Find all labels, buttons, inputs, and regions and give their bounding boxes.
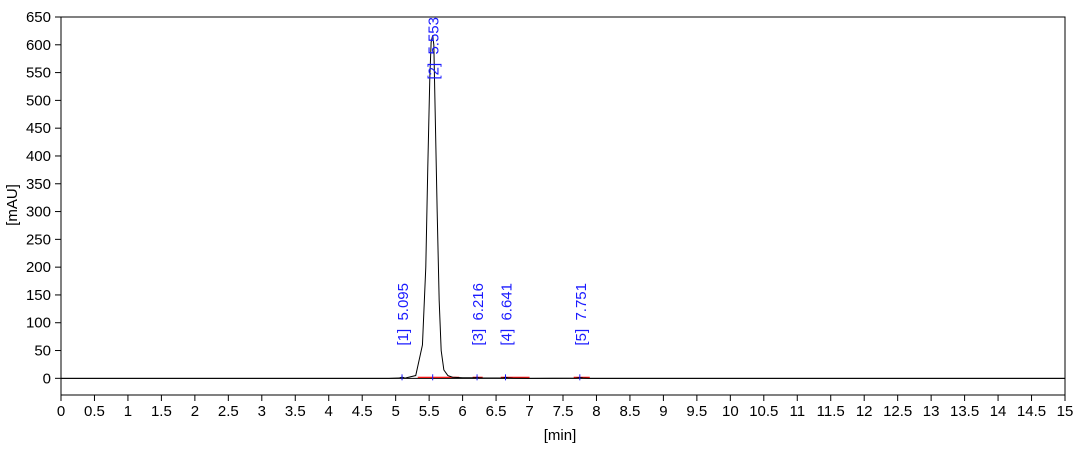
- x-tick-label: 12.5: [883, 403, 912, 420]
- x-tick-label: 7: [525, 403, 533, 420]
- x-axis-ticks: 0 0.5 1 1.5 2 2.5 3 3.5 4 4.5 5 5.5 6 6.5 7 7.5 8 8.5 9 9.5…: [57, 395, 1074, 420]
- y-tick-label: 450: [26, 120, 51, 137]
- x-tick-label: 4: [325, 403, 333, 420]
- x-tick-label: 1.5: [151, 403, 172, 420]
- y-axis-title: [mAU]: [4, 184, 21, 226]
- x-tick-label: 9.5: [686, 403, 707, 420]
- y-tick-label: 400: [26, 148, 51, 165]
- peak-label: [4] 6.641: [499, 283, 516, 346]
- y-tick-label: 500: [26, 92, 51, 109]
- y-tick-label: 650: [26, 9, 51, 26]
- y-axis-ticks: 0 50 100 150 200 250 300 350 400 450 500 550 600 650: [26, 9, 61, 387]
- x-tick-label: 14: [990, 403, 1007, 420]
- peak-markers: [401, 374, 581, 381]
- x-tick-label: 7.5: [553, 403, 574, 420]
- y-tick-label: 550: [26, 65, 51, 82]
- x-axis-title: [min]: [544, 427, 577, 444]
- chromatogram-trace: [61, 35, 1065, 379]
- y-tick-label: 300: [26, 204, 51, 221]
- x-tick-label: 5: [391, 403, 399, 420]
- x-tick-label: 12: [856, 403, 873, 420]
- y-tick-label: 200: [26, 259, 51, 276]
- y-tick-label: 350: [26, 176, 51, 193]
- x-tick-label: 3: [258, 403, 266, 420]
- y-tick-label: 150: [26, 287, 51, 304]
- y-tick-label: 50: [34, 343, 51, 360]
- plot-frame: [60, 16, 1066, 396]
- y-tick-label: 0: [43, 370, 51, 387]
- y-tick-label: 100: [26, 315, 51, 332]
- x-tick-label: 0: [57, 403, 65, 420]
- x-tick-label: 6: [458, 403, 466, 420]
- peak-label: [3] 6.216: [470, 283, 487, 346]
- x-tick-label: 8: [592, 403, 600, 420]
- x-tick-label: 2: [191, 403, 199, 420]
- peak-labels: [1] 5.095 [2] 5.553 [3] 6.216 [4] 6.641 [5] …: [395, 17, 590, 346]
- peak-label: [2] 5.553: [426, 17, 443, 80]
- x-tick-label: 13: [923, 403, 940, 420]
- x-tick-label: 8.5: [620, 403, 641, 420]
- x-tick-label: 1: [124, 403, 132, 420]
- y-tick-label: 250: [26, 231, 51, 248]
- peak-label: [5] 7.751: [573, 283, 590, 346]
- x-tick-label: 10.5: [749, 403, 778, 420]
- x-tick-label: 11.5: [817, 403, 845, 420]
- x-tick-label: 11: [789, 403, 805, 420]
- x-tick-label: 2.5: [218, 403, 239, 420]
- x-tick-label: 13.5: [950, 403, 979, 420]
- x-tick-label: 4.5: [352, 403, 373, 420]
- x-tick-label: 10: [722, 403, 739, 420]
- x-tick-label: 15: [1057, 403, 1074, 420]
- peak-label: [1] 5.095: [395, 283, 412, 346]
- x-tick-label: 3.5: [285, 403, 306, 420]
- x-tick-label: 6.5: [486, 403, 507, 420]
- x-tick-label: 0.5: [84, 403, 105, 420]
- x-tick-label: 9: [659, 403, 667, 420]
- x-tick-label: 5.5: [419, 403, 440, 420]
- x-tick-label: 14.5: [1017, 403, 1046, 420]
- y-tick-label: 600: [26, 37, 51, 54]
